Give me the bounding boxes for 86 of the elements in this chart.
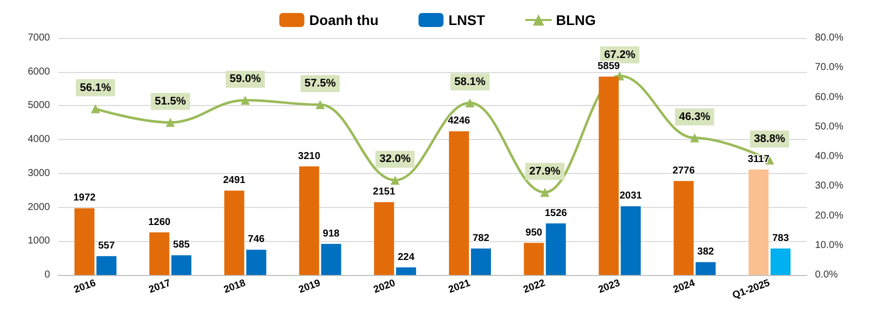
bar [524, 242, 544, 275]
y2-tick-label: 70.0% [815, 62, 844, 74]
bar [696, 262, 716, 275]
data-label: 585 [173, 240, 190, 251]
y2-tick-label: 30.0% [815, 180, 844, 192]
y-tick-label: 0 [44, 270, 50, 280]
point [390, 176, 400, 185]
point [465, 98, 474, 108]
bar [299, 166, 320, 275]
data-label: 950 [526, 227, 543, 238]
data-label: 5859 [598, 61, 620, 72]
data-label: 918 [322, 228, 340, 240]
y2-tick-label: 20.0% [815, 210, 844, 222]
y2-tick-label: 80.0% [815, 32, 844, 44]
data-label: 51.5% [154, 95, 186, 108]
y2-tick-label: 60.0% [815, 92, 844, 103]
data-label: 4246 [448, 116, 471, 127]
bar [149, 232, 170, 275]
x-tick-label: 2018 [222, 278, 248, 296]
bar [748, 169, 769, 275]
data-label: 67.2% [604, 48, 636, 61]
legend-label: Doanh thu [309, 12, 379, 28]
data-label: 46.3% [679, 110, 710, 123]
bar [470, 248, 491, 275]
data-label: 1260 [148, 216, 171, 228]
x-tick-label: 2024 [672, 278, 697, 296]
x-tick-label: 2022 [522, 278, 548, 296]
x-tick-label: 2023 [596, 278, 622, 296]
legend-label: BLNG [556, 12, 596, 28]
data-label: 1526 [544, 208, 568, 219]
data-label: 2491 [223, 175, 246, 186]
data-label: 57.5% [304, 78, 336, 90]
x-tick-label: 2021 [447, 278, 472, 296]
data-label: 2031 [620, 190, 642, 202]
y2-tick-label: 40.0% [815, 151, 844, 162]
x-tick-label: 2017 [148, 278, 173, 296]
y-tick-label: 3000 [28, 168, 50, 179]
y-tick-label: 2000 [28, 202, 50, 213]
data-label: 782 [472, 233, 490, 244]
bar [224, 190, 244, 275]
bar [546, 223, 566, 275]
point [690, 133, 700, 142]
data-label: 783 [772, 232, 790, 244]
data-label: 59.0% [230, 73, 262, 86]
bar [770, 248, 791, 275]
data-label: 746 [248, 234, 266, 246]
x-tick-label: 2016 [72, 278, 98, 296]
data-label: 382 [697, 246, 714, 258]
data-label: 1972 [73, 192, 96, 204]
point [540, 188, 550, 197]
y-tick-label: 6000 [28, 66, 50, 78]
data-label: 27.9% [529, 165, 561, 178]
bar [620, 206, 641, 275]
bar [74, 208, 94, 275]
y2-tick-label: 10.0% [815, 240, 844, 251]
data-label: 56.1% [80, 82, 112, 94]
data-label: 58.1% [454, 76, 486, 88]
point [166, 118, 175, 127]
data-label: 224 [398, 252, 415, 263]
bar [374, 202, 394, 275]
point [240, 96, 250, 105]
bar [448, 131, 469, 275]
data-label: 3210 [298, 150, 321, 162]
y2-tick-label: 0.0% [815, 270, 838, 280]
bar [674, 181, 694, 275]
y-tick-label: 1000 [28, 236, 50, 247]
legend-label: LNST [448, 12, 486, 28]
y-tick-label: 5000 [28, 100, 50, 112]
x-tick-label: 2020 [372, 278, 398, 296]
point [90, 104, 100, 114]
bar [246, 250, 266, 275]
data-label: 32.0% [379, 153, 411, 166]
bar [321, 244, 342, 275]
bar [171, 255, 192, 275]
y2-tick-label: 50.0% [815, 121, 844, 132]
point [316, 100, 325, 110]
data-label: 557 [98, 240, 116, 252]
y-tick-label: 4000 [28, 134, 50, 146]
data-label: 2776 [672, 166, 696, 177]
data-label: 38.8% [754, 133, 786, 146]
bar [96, 256, 116, 275]
x-tick-label: 2019 [297, 278, 322, 296]
y-tick-label: 7000 [28, 32, 50, 44]
bar [396, 267, 416, 275]
data-label: 2151 [372, 186, 396, 198]
bar [598, 76, 619, 275]
